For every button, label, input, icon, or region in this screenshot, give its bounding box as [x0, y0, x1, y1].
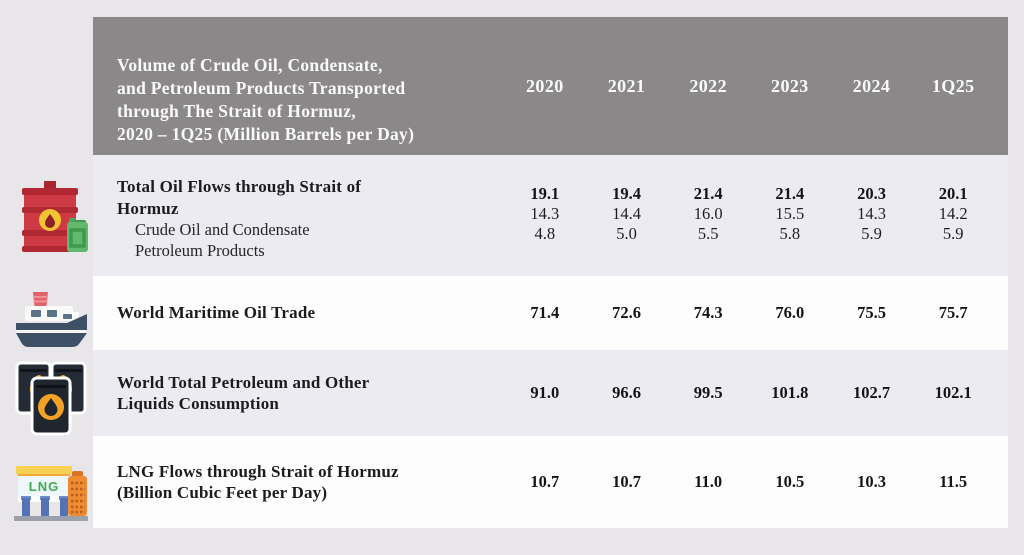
value-cell: 19.1 14.3 4.8 [504, 155, 586, 276]
value-cell: 10.3 [857, 472, 886, 491]
value-cell: 96.6 [612, 383, 641, 402]
row-label-cell: LNG Flows through Strait of Hormuz (Bill… [93, 436, 504, 528]
table-header: Volume of Crude Oil, Condensate, and Pet… [93, 17, 1008, 155]
products-value: 5.9 [861, 224, 882, 243]
oil-drum-icon [12, 176, 90, 267]
title-line: 2020 – 1Q25 (Million Barrels per Day) [117, 124, 415, 144]
data-table: Volume of Crude Oil, Condensate, and Pet… [93, 17, 1008, 528]
total-value: 20.1 [938, 184, 968, 203]
title-line: and Petroleum Products Transported [117, 78, 406, 98]
value-cell: 10.5 [775, 472, 805, 491]
crude-value: 14.3 [530, 204, 560, 223]
row-world-maritime-oil-trade: World Maritime Oil Trade 71.4 72.6 74.3 … [93, 276, 1008, 350]
total-value: 19.4 [612, 184, 641, 203]
row-world-total-petroleum-consumption: World Total Petroleum and Other Liquids … [93, 350, 1008, 436]
row-label: Total Oil Flows through Strait of [117, 177, 362, 196]
value-cell: 76.0 [775, 303, 805, 322]
table-title: Volume of Crude Oil, Condensate, and Pet… [93, 17, 504, 155]
total-value: 19.1 [530, 184, 560, 203]
value-cell: 11.0 [694, 472, 723, 491]
row-sublabel: Petroleum Products [135, 241, 265, 260]
value-cell: 74.3 [693, 303, 723, 322]
value-cell: 10.7 [612, 472, 641, 491]
year-columns: 2020 2021 2022 2023 2024 1Q25 [504, 17, 1008, 155]
row-label-cell: Total Oil Flows through Strait of Hormuz… [93, 155, 504, 276]
row-total-oil-flows: Total Oil Flows through Strait of Hormuz… [93, 155, 1008, 276]
row-values: 91.0 96.6 99.5 101.8 102.7 102.1 [504, 350, 1008, 436]
value-cell: 75.7 [938, 303, 968, 322]
column-header-2022: 2022 [689, 75, 727, 96]
products-value: 5.9 [942, 224, 964, 243]
value-cell: 71.4 [530, 303, 560, 322]
row-label-cell: World Maritime Oil Trade [93, 276, 504, 350]
value-cell: 101.8 [771, 383, 809, 402]
column-header-2024: 2024 [852, 75, 891, 96]
row-label-cell: World Total Petroleum and Other Liquids … [93, 350, 504, 436]
lng-sign-text: LNG [29, 479, 59, 494]
row-label: (Billion Cubic Feet per Day) [117, 483, 328, 502]
total-value: 20.3 [857, 184, 886, 203]
row-values: 19.1 14.3 4.8 19.4 14.4 5.0 21.4 16.0 5.… [504, 155, 1008, 276]
value-cell: 10.7 [530, 472, 560, 491]
column-header-2021: 2021 [607, 75, 646, 96]
total-value: 21.4 [775, 184, 805, 203]
title-line: through The Strait of Hormuz, [117, 101, 356, 121]
row-sublabel: Crude Oil and Condensate [135, 220, 310, 239]
value-cell: 91.0 [530, 383, 560, 402]
value-cell: 11.5 [939, 472, 968, 491]
column-header-2023: 2023 [771, 75, 809, 96]
products-value: 5.5 [697, 224, 719, 243]
column-header-1q25: 1Q25 [931, 75, 975, 96]
title-line: Volume of Crude Oil, Condensate, [117, 55, 383, 75]
row-label: LNG Flows through Strait of Hormuz [117, 461, 399, 481]
value-cell: 102.1 [934, 383, 972, 402]
value-cell: 19.4 14.4 5.0 [586, 155, 668, 276]
crude-value: 16.0 [693, 204, 723, 223]
row-values: 10.7 10.7 11.0 10.5 10.3 11.5 [504, 436, 1008, 528]
total-value: 21.4 [693, 184, 723, 203]
products-value: 5.8 [779, 224, 801, 243]
row-label: World Maritime Oil Trade [117, 303, 316, 323]
value-cell: 20.1 14.2 5.9 [912, 155, 994, 276]
row-lng-flows: LNG Flows through Strait of Hormuz (Bill… [93, 436, 1008, 528]
crude-value: 14.4 [612, 204, 641, 223]
value-cell: 72.6 [612, 303, 641, 322]
value-cell: 75.5 [857, 303, 886, 322]
products-value: 5.0 [616, 224, 637, 243]
row-label: World Total Petroleum and Other [117, 372, 370, 392]
value-cell: 20.3 14.3 5.9 [831, 155, 913, 276]
row-label: Liquids Consumption [117, 394, 280, 413]
row-label: Hormuz [117, 198, 179, 218]
ship-icon [12, 288, 90, 355]
oil-barrels-icon [12, 356, 90, 441]
value-cell: 99.5 [693, 383, 723, 402]
value-cell: 21.4 16.0 5.5 [667, 155, 749, 276]
column-header-2020: 2020 [526, 75, 564, 96]
lng-terminal-icon: LNG [12, 440, 90, 529]
crude-value: 14.2 [938, 204, 968, 223]
value-cell: 102.7 [852, 383, 891, 402]
products-value: 4.8 [534, 224, 556, 243]
value-cell: 21.4 15.5 5.8 [749, 155, 831, 276]
crude-value: 14.3 [857, 204, 886, 223]
row-values: 71.4 72.6 74.3 76.0 75.5 75.7 [504, 276, 1008, 350]
crude-value: 15.5 [775, 204, 805, 223]
